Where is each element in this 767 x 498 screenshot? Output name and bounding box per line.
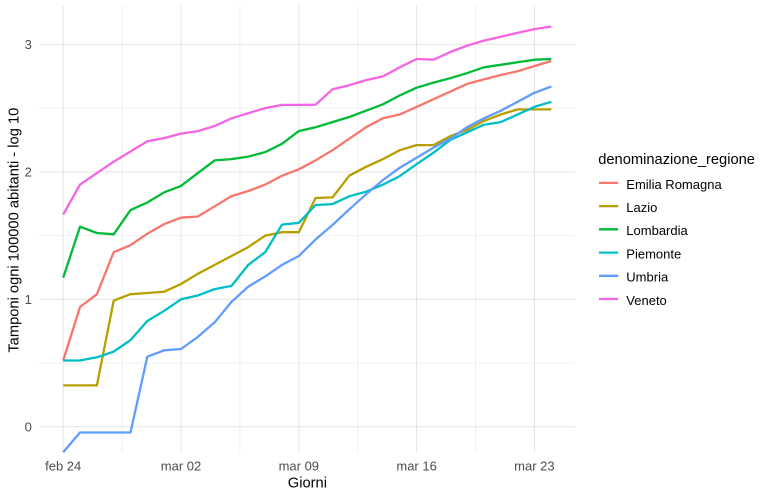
svg-text:denominazione_regione: denominazione_regione bbox=[598, 152, 755, 168]
svg-text:Umbria: Umbria bbox=[626, 270, 669, 285]
svg-text:Emilia Romagna: Emilia Romagna bbox=[626, 177, 722, 192]
svg-text:Veneto: Veneto bbox=[626, 293, 667, 308]
svg-text:Lombardia: Lombardia bbox=[626, 223, 688, 238]
svg-text:0: 0 bbox=[25, 419, 32, 434]
svg-text:1: 1 bbox=[25, 292, 32, 307]
svg-text:mar 16: mar 16 bbox=[396, 459, 436, 474]
svg-text:2: 2 bbox=[25, 165, 32, 180]
svg-text:Piemonte: Piemonte bbox=[626, 247, 681, 262]
svg-text:3: 3 bbox=[25, 37, 32, 52]
svg-text:Tamponi ogni 100000 abitanti -: Tamponi ogni 100000 abitanti - log 10 bbox=[7, 108, 23, 353]
svg-text:mar 02: mar 02 bbox=[161, 459, 201, 474]
svg-text:Giorni: Giorni bbox=[288, 476, 327, 492]
svg-text:feb 24: feb 24 bbox=[45, 459, 81, 474]
svg-text:mar 23: mar 23 bbox=[514, 459, 554, 474]
svg-text:Lazio: Lazio bbox=[626, 200, 657, 215]
svg-text:mar 09: mar 09 bbox=[279, 459, 319, 474]
